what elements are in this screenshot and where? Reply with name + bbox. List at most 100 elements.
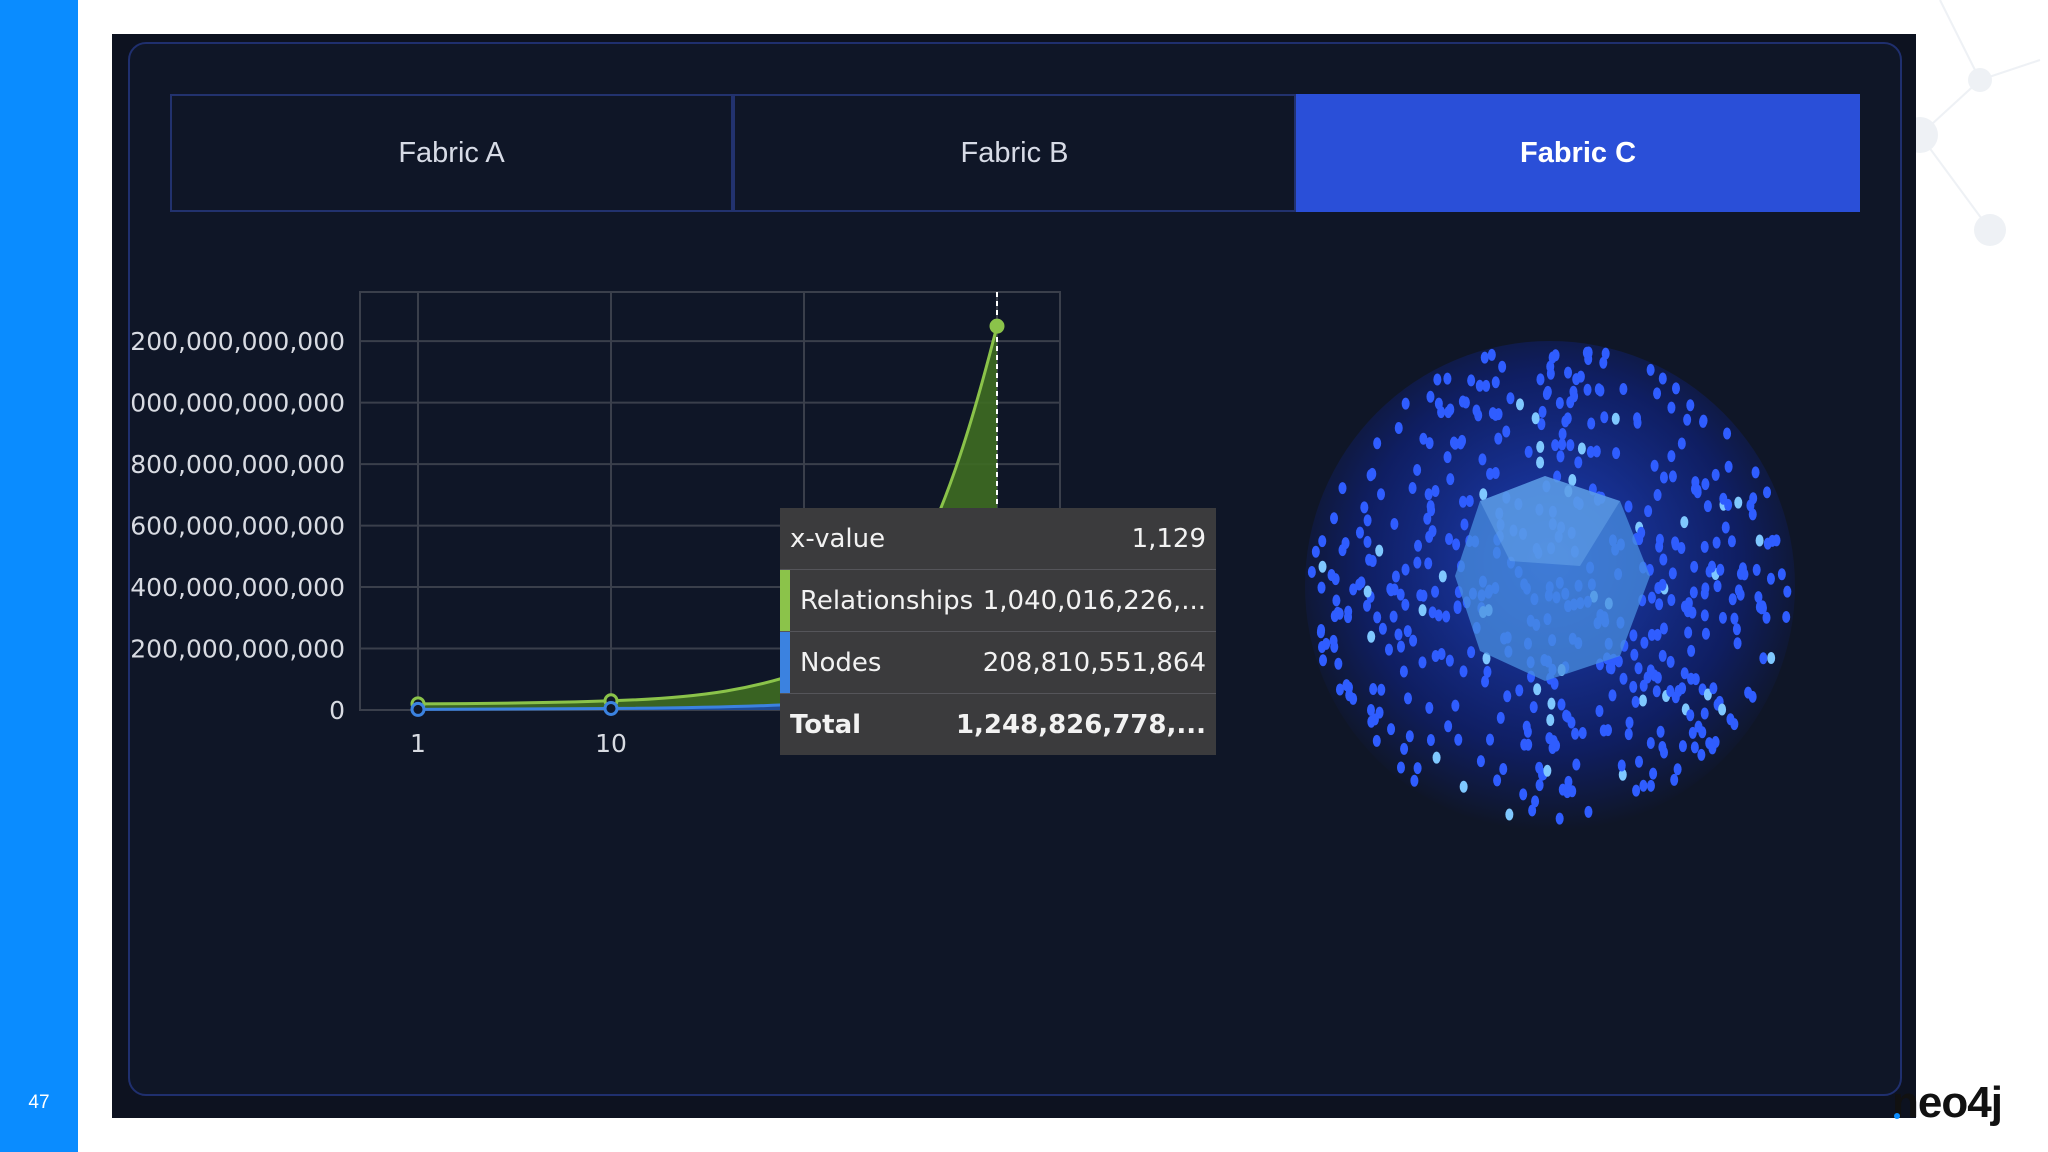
sphere-dot xyxy=(1424,557,1433,570)
y-tick-label: 400,000,000,000 xyxy=(130,573,345,602)
sphere-dot xyxy=(1400,742,1409,755)
sphere-dot xyxy=(1713,580,1722,593)
sphere-dot xyxy=(1327,569,1336,582)
sphere-dot xyxy=(1709,682,1718,695)
sphere-dot xyxy=(1678,740,1687,753)
sphere-dot xyxy=(1387,723,1396,736)
sphere-dot xyxy=(1378,622,1387,635)
sphere-dot xyxy=(1555,812,1564,825)
sphere-dot xyxy=(1578,726,1587,739)
sphere-dot xyxy=(1746,499,1755,512)
sphere-dot xyxy=(1494,432,1503,445)
sphere-dot xyxy=(1419,432,1428,445)
sphere-dot xyxy=(1372,734,1381,747)
sphere-dot xyxy=(1551,439,1560,452)
relationships-swatch xyxy=(780,570,790,631)
sphere-dot xyxy=(1476,755,1485,768)
tooltip-total-label: Total xyxy=(790,709,862,740)
sphere-dot xyxy=(1478,453,1487,466)
sphere-dot xyxy=(1625,716,1634,729)
relationships-point[interactable] xyxy=(989,318,1005,334)
sphere-dot xyxy=(1766,572,1775,585)
sphere-dot xyxy=(1363,535,1372,548)
sphere-dot xyxy=(1601,347,1610,360)
sphere-dot xyxy=(1536,373,1545,386)
sphere-dot xyxy=(1671,382,1680,395)
sphere-dot xyxy=(1568,785,1577,798)
sphere-dot xyxy=(1459,780,1468,793)
sphere-dot xyxy=(1736,588,1745,601)
sphere-dot xyxy=(1384,643,1393,656)
tooltip-nodes-value: 208,810,551,864 xyxy=(982,647,1206,678)
tooltip-total-row: Total 1,248,826,778,... xyxy=(780,694,1216,755)
sphere-dot xyxy=(1659,622,1668,635)
sphere-dot xyxy=(1543,385,1552,398)
sphere-dot xyxy=(1607,662,1616,675)
sphere-dot xyxy=(1428,606,1437,619)
sphere-dot xyxy=(1363,599,1372,612)
sphere-dot xyxy=(1574,456,1583,469)
sphere-dot xyxy=(1426,734,1435,747)
sphere-dot xyxy=(1564,775,1573,788)
sphere-dot xyxy=(1762,611,1771,624)
sphere-dot xyxy=(1426,390,1435,403)
sphere-dot xyxy=(1732,623,1741,636)
sphere-dot xyxy=(1599,724,1608,737)
sphere-dot xyxy=(1438,570,1447,583)
sphere-dot xyxy=(1389,610,1398,623)
sphere-dot xyxy=(1617,759,1626,772)
sphere-dot xyxy=(1546,360,1555,373)
sphere-dot xyxy=(1535,761,1544,774)
sphere-dot xyxy=(1711,468,1720,481)
sphere-dot xyxy=(1431,585,1440,598)
sphere-dot xyxy=(1487,348,1496,361)
sphere-dot xyxy=(1401,397,1410,410)
sphere-dot xyxy=(1446,403,1455,416)
sphere-dot xyxy=(1728,593,1737,606)
sphere-dot xyxy=(1529,701,1538,714)
sphere-dot xyxy=(1423,512,1432,525)
sphere-dot xyxy=(1425,701,1434,714)
sphere-dot xyxy=(1488,407,1497,420)
sphere-dot xyxy=(1690,560,1699,573)
sphere-dot xyxy=(1668,567,1677,580)
sphere-dot xyxy=(1394,628,1403,641)
sphere-dot xyxy=(1703,688,1712,701)
sphere-dot xyxy=(1408,482,1417,495)
sphere-dot xyxy=(1701,582,1710,595)
sphere-dot xyxy=(1677,437,1686,450)
nodes-point[interactable] xyxy=(603,700,619,716)
sphere-dot xyxy=(1547,697,1556,710)
sphere-dot xyxy=(1712,536,1721,549)
sphere-dot xyxy=(1594,383,1603,396)
sphere-dot xyxy=(1365,553,1374,566)
sphere-dot xyxy=(1465,495,1474,508)
sphere-dot xyxy=(1335,607,1344,620)
sphere-dot xyxy=(1703,500,1712,513)
sphere-dot xyxy=(1666,684,1675,697)
sphere-dot xyxy=(1405,730,1414,743)
sphere-dot xyxy=(1322,637,1331,650)
sphere-dot xyxy=(1413,463,1422,476)
tab-fabric-a[interactable]: Fabric A xyxy=(170,94,733,212)
sphere-dot xyxy=(1576,370,1585,383)
neo4j-logo: neo4j xyxy=(1892,1078,2003,1127)
sphere-dot xyxy=(1528,804,1537,817)
sphere-dot xyxy=(1524,445,1533,458)
sphere-dot xyxy=(1502,425,1511,438)
sphere-dot xyxy=(1453,600,1462,613)
dashboard-panel: Fabric A Fabric B Fabric C 0 200,000,000,… xyxy=(128,42,1902,1096)
sphere-core-facet xyxy=(1480,476,1620,566)
x-tick-label: 1 xyxy=(410,729,426,758)
tab-fabric-c[interactable]: Fabric C xyxy=(1296,94,1860,212)
sphere-dot xyxy=(1667,450,1676,463)
sphere-dot xyxy=(1377,683,1386,696)
tab-fabric-b[interactable]: Fabric B xyxy=(733,94,1296,212)
logo-dot xyxy=(1894,1113,1900,1119)
sphere-dot xyxy=(1673,763,1682,776)
slide-number: 47 xyxy=(28,1092,50,1113)
sphere-dot xyxy=(1443,372,1452,385)
sphere-dot xyxy=(1418,604,1427,617)
sphere-dot xyxy=(1635,533,1644,546)
nodes-point[interactable] xyxy=(410,701,426,717)
